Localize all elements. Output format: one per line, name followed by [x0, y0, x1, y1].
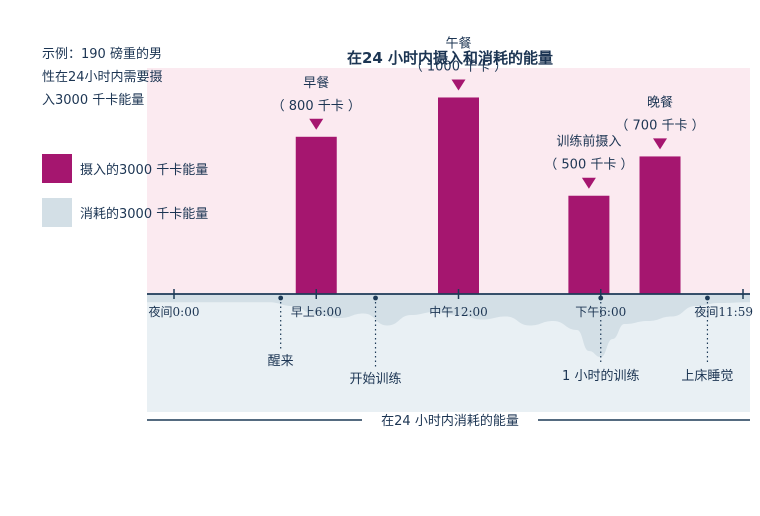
meal-bar	[568, 195, 610, 294]
event-dot	[705, 295, 710, 301]
axis-tick-label: 中午12:00	[429, 304, 488, 319]
meal-bar	[438, 97, 479, 294]
event-label: 上床睡觉	[681, 369, 733, 384]
meal-name: 早餐	[303, 75, 329, 91]
event-label: 1 小时的训练	[562, 368, 639, 384]
chart-title: 在24 小时内摄入和消耗的能量	[347, 49, 553, 67]
meal-amount: （ 1000 千卡 ）	[410, 59, 507, 74]
meal-amount: （ 700 千卡 ）	[615, 118, 704, 133]
event-dot	[278, 295, 284, 301]
event-dot	[598, 295, 604, 301]
legend-burn-label: 消耗的3000 千卡能量	[80, 206, 208, 222]
meal-name: 晚餐	[647, 94, 673, 110]
burn-area-layer	[147, 294, 750, 357]
meal-name: 午餐	[445, 35, 471, 51]
legend-intake-label: 摄入的3000 千卡能量	[80, 162, 208, 178]
meal-bar	[639, 156, 681, 294]
meal-marker	[653, 138, 668, 150]
meal-amount: （ 500 千卡 ）	[544, 158, 633, 173]
intro-line-1: 示例：190 磅重的男	[42, 46, 162, 62]
bottom-label: 在24 小时内消耗的能量	[381, 413, 519, 429]
meal-marker	[309, 118, 324, 130]
meal-marker	[581, 177, 596, 189]
intro-line-2: 性在24小时内需要摄	[42, 69, 163, 85]
legend-burn-swatch	[42, 198, 72, 227]
event-dot	[373, 295, 378, 301]
legend-intake-swatch	[42, 154, 72, 183]
meal-amount: （ 800 千卡 ）	[272, 99, 361, 114]
event-label: 开始训练	[350, 372, 402, 387]
axis-tick-label: 早上6:00	[291, 305, 342, 319]
event-label: 醒来	[268, 354, 294, 369]
time-axis: 夜间0:00 早上6:00 中午12:00 下午6:00 夜间11:59	[147, 289, 753, 319]
meal-marker	[451, 79, 466, 91]
meal-bar	[295, 136, 337, 294]
burn-area	[147, 294, 750, 357]
axis-tick-label: 夜间11:59	[694, 304, 753, 319]
meal-name: 训练前摄入	[556, 134, 621, 150]
axis-tick-label: 夜间0:00	[149, 304, 200, 319]
meal-bars-layer: （ 800 千卡 ） 早餐 （ 1000 千卡 ） 午餐 （ 500 千卡 ） 训练前摄入…	[272, 35, 705, 294]
intro-line-3: 入3000 千卡能量	[42, 93, 144, 108]
